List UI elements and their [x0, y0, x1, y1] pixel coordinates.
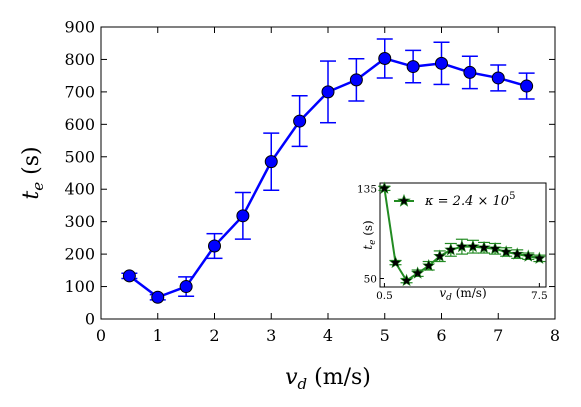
inset-y-label-var: t: [361, 245, 375, 250]
main-data-point: [122, 269, 136, 283]
main-data-point: [264, 155, 278, 169]
main-x-label-var: v: [285, 365, 298, 390]
inset-legend-text: κ = 2.4 × 105: [424, 191, 515, 209]
main-x-label-sub: d: [298, 375, 308, 393]
main-y-tick-label: 700: [64, 82, 95, 101]
main-data-point: [378, 51, 392, 65]
main-data-point: [349, 73, 363, 87]
main-y-tick-label: 100: [64, 277, 95, 296]
inset-star-marker: [499, 245, 513, 258]
main-series: [121, 38, 535, 304]
inset-legend-exponent: 5: [509, 191, 515, 202]
main-data-point: [491, 71, 505, 85]
inset-x-tick-label: 0.5: [376, 290, 393, 302]
inset-star-marker: [444, 243, 458, 256]
main-y-label-unit: (s): [19, 146, 44, 181]
main-y-label-var: t: [19, 191, 44, 200]
inset-star-marker: [466, 239, 480, 253]
main-y-tick-label: 600: [64, 115, 95, 134]
inset-star-marker: [377, 181, 391, 194]
main-data-point: [435, 56, 448, 70]
main-y-tick-label: 200: [64, 245, 95, 264]
main-y-tick-label: 0: [85, 310, 95, 329]
inset-x-axis-label: vd (m/s): [439, 286, 486, 303]
inset-series: [377, 181, 546, 287]
main-data-point: [151, 290, 165, 304]
inset-x-label-var: v: [439, 286, 446, 300]
main-x-tick-label: 6: [436, 326, 446, 345]
inset-legend-star-marker: [397, 193, 411, 207]
inset-legend: κ = 2.4 × 105: [394, 191, 515, 209]
inset-axis-ticks: 0.5 7.5 50 135: [357, 183, 548, 302]
inset-star-marker: [521, 249, 535, 262]
inset-y-label-sub: e: [368, 240, 378, 245]
main-x-label-unit: (m/s): [307, 365, 371, 390]
inset-x-label-unit: (m/s): [452, 286, 487, 300]
main-x-tick-label: 0: [96, 326, 106, 345]
inset-y-tick-label: 135: [357, 183, 377, 195]
main-x-tick-label: 8: [550, 326, 560, 345]
inset-star-marker: [532, 251, 546, 264]
main-y-tick-label: 800: [64, 50, 95, 69]
main-y-label-sub: e: [29, 182, 47, 191]
inset-star-marker: [488, 241, 502, 255]
inset-x-label-sub: d: [446, 293, 452, 303]
inset-x-tick-label: 7.5: [531, 290, 548, 302]
main-data-point: [293, 114, 307, 128]
main-y-tick-label: 300: [64, 212, 95, 231]
main-data-point: [520, 79, 534, 93]
main-axis-ticks: 0 1 2 3 4 5 6 7 8 0 100 200 300 400 500 600 700 800 900: [64, 18, 560, 346]
main-data-point: [406, 60, 420, 74]
inset-y-label-unit: (s): [361, 220, 375, 239]
inset-star-marker: [389, 255, 402, 269]
inset-star-marker: [477, 240, 491, 254]
inset-star-marker: [455, 239, 469, 253]
inset-plot: 0.5 7.5 50 135 κ = 2.4 × 105 vd (m/s) te (s…: [357, 181, 548, 303]
main-y-tick-label: 500: [64, 147, 95, 166]
main-x-tick-label: 4: [323, 326, 333, 345]
inset-star-marker: [433, 249, 447, 262]
main-y-axis-label: te (s): [19, 146, 47, 199]
main-y-tick-label: 400: [64, 180, 95, 199]
main-data-point: [321, 85, 335, 99]
main-data-point: [208, 239, 221, 253]
main-x-tick-label: 1: [153, 326, 163, 345]
inset-legend-label: κ = 2.4 × 10: [424, 194, 509, 209]
main-y-tick-label: 900: [64, 18, 95, 37]
main-x-tick-label: 7: [493, 326, 503, 345]
inset-star-marker: [400, 273, 414, 287]
main-data-point: [463, 65, 477, 79]
inset-star-marker: [510, 247, 524, 260]
inset-y-axis-label: te (s): [361, 220, 378, 250]
inset-star-marker: [422, 258, 436, 272]
main-data-point: [179, 280, 193, 294]
main-data-point: [236, 209, 250, 223]
main-x-tick-label: 5: [380, 326, 390, 345]
main-x-axis-label: vd (m/s): [285, 365, 371, 393]
inset-star-marker: [411, 266, 425, 279]
main-x-tick-label: 2: [209, 326, 219, 345]
main-x-tick-label: 3: [266, 326, 276, 345]
inset-y-tick-label: 50: [364, 274, 377, 286]
